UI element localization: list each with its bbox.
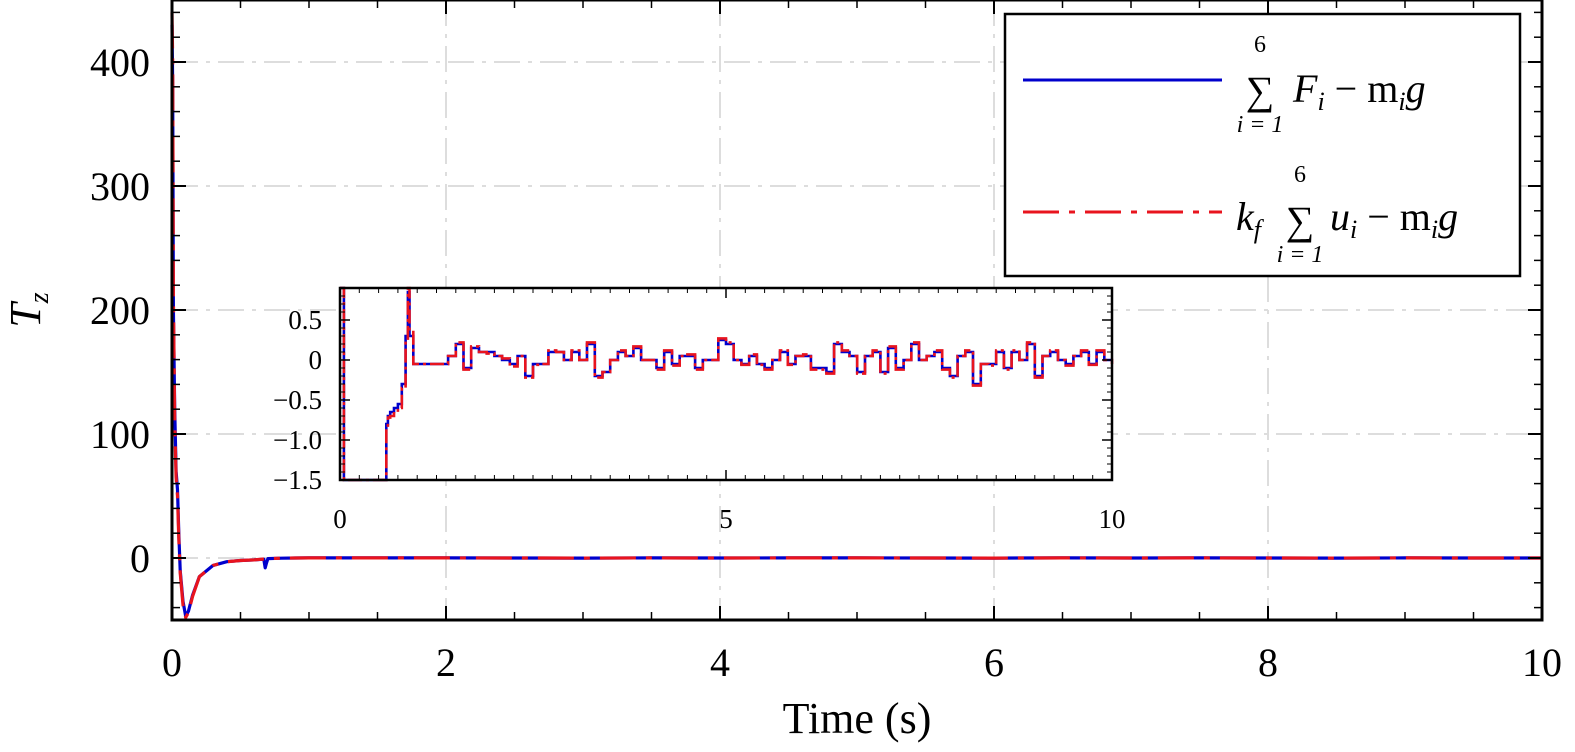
x-tick-label: 6 [984, 640, 1004, 685]
legend-label-force: 6 ∑ i = 1 Fi − mig [1237, 32, 1426, 138]
svg-text:ui − mig: ui − mig [1330, 194, 1458, 244]
svg-text:kf: kf [1236, 194, 1265, 244]
inset-axis-ticks: 0 5 10 0.5 0 −0.5 −1.0 −1.5 [273, 287, 1126, 534]
svg-text:i = 1: i = 1 [1277, 242, 1324, 268]
legend-box [1003, 12, 1522, 278]
x-tick-label: 4 [710, 640, 730, 685]
inset-x-tick-label: 5 [719, 504, 733, 534]
y-tick-label: 300 [90, 164, 150, 209]
inset-series-group [340, 286, 1114, 482]
inset-x-tick-label: 0 [333, 504, 347, 534]
main-series-group [170, 12, 1542, 620]
inset-y-tick-label: −0.5 [273, 385, 322, 415]
x-tick-label: 2 [436, 640, 456, 685]
svg-text:Fi − mig: Fi − mig [1292, 66, 1426, 116]
svg-text:∑: ∑ [1286, 198, 1315, 243]
x-tick-label: 8 [1258, 640, 1278, 685]
x-tick-label: 0 [162, 640, 182, 685]
y-axis-title: Tz [1, 292, 55, 327]
x-axis-title: Time (s) [783, 694, 932, 743]
inset-series-line-control [340, 286, 1114, 482]
y-tick-label: 0 [130, 536, 150, 581]
inset-y-tick-label: −1.5 [273, 465, 322, 495]
legend-label-control: kf 6 ∑ i = 1 ui − mig [1236, 162, 1458, 268]
inset-y-tick-label: −1.0 [273, 425, 322, 455]
svg-text:Tz: Tz [1, 292, 55, 327]
inset-y-tick-label: 0.5 [288, 305, 322, 335]
svg-text:6: 6 [1294, 162, 1306, 188]
svg-text:6: 6 [1254, 32, 1266, 58]
y-tick-label: 200 [90, 288, 150, 333]
inset-chart: 0 5 10 0.5 0 −0.5 −1.0 −1.5 [273, 286, 1126, 534]
inset-background [340, 288, 1112, 480]
x-tick-label: 10 [1522, 640, 1562, 685]
series-line-control [170, 12, 1542, 620]
svg-text:∑: ∑ [1246, 68, 1275, 113]
inset-y-tick-label: 0 [309, 345, 323, 375]
svg-text:i = 1: i = 1 [1237, 112, 1284, 138]
y-tick-label: 100 [90, 412, 150, 457]
inset-x-tick-label: 10 [1099, 504, 1126, 534]
legend: 6 ∑ i = 1 Fi − mig kf 6 ∑ i = 1 ui − mig [1003, 12, 1522, 278]
y-tick-label: 400 [90, 40, 150, 85]
